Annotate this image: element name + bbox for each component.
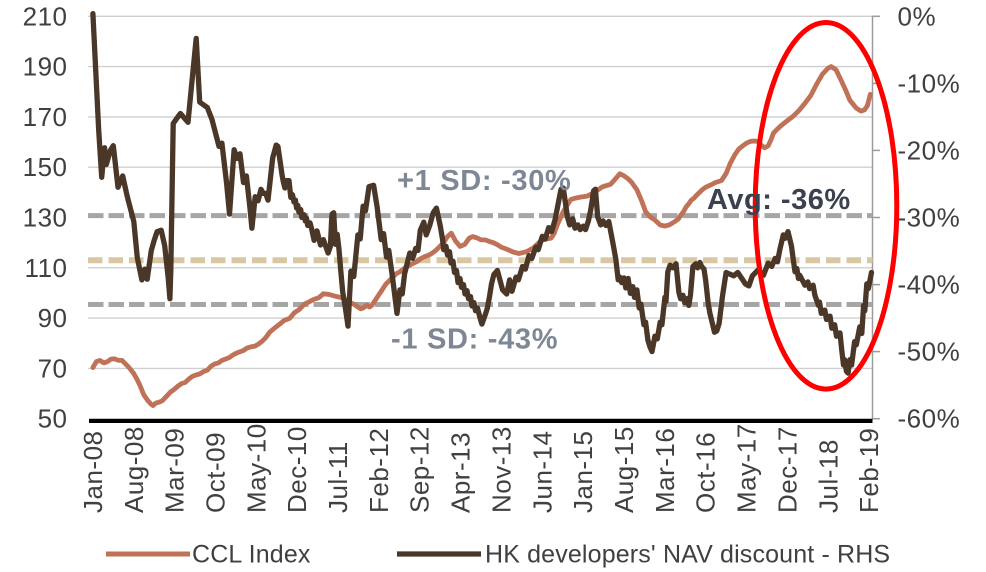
svg-text:Nov-13: Nov-13 — [486, 426, 516, 513]
svg-text:-60%: -60% — [898, 404, 961, 434]
svg-text:Avg: -36%: Avg: -36% — [707, 184, 851, 216]
svg-text:Dec-10: Dec-10 — [282, 426, 312, 513]
svg-text:Apr-13: Apr-13 — [446, 432, 476, 513]
svg-text:May-17: May-17 — [732, 423, 762, 513]
svg-text:-30%: -30% — [898, 203, 961, 233]
svg-text:-20%: -20% — [898, 135, 961, 165]
svg-text:Jan-08: Jan-08 — [78, 431, 108, 514]
svg-text:Oct-16: Oct-16 — [691, 432, 721, 513]
svg-text:210: 210 — [23, 1, 68, 31]
svg-text:Aug-15: Aug-15 — [609, 426, 639, 513]
svg-text:-1 SD: -43%: -1 SD: -43% — [391, 324, 558, 356]
svg-text:Mar-09: Mar-09 — [160, 428, 190, 513]
svg-text:Dec-17: Dec-17 — [772, 426, 802, 513]
svg-text:CCL Index: CCL Index — [192, 541, 311, 569]
svg-text:Aug-08: Aug-08 — [119, 426, 149, 513]
svg-text:Jul-18: Jul-18 — [813, 439, 843, 513]
svg-text:Feb-19: Feb-19 — [854, 428, 884, 513]
svg-text:Jul-11: Jul-11 — [323, 441, 353, 513]
svg-text:Feb-12: Feb-12 — [364, 428, 394, 513]
svg-text:70: 70 — [38, 353, 68, 383]
svg-text:170: 170 — [23, 102, 68, 132]
svg-text:Oct-09: Oct-09 — [201, 432, 231, 513]
svg-text:Mar-16: Mar-16 — [650, 428, 680, 513]
svg-text:May-10: May-10 — [241, 423, 271, 513]
svg-text:190: 190 — [23, 52, 68, 82]
svg-text:Jan-15: Jan-15 — [568, 431, 598, 514]
svg-text:90: 90 — [38, 303, 68, 333]
svg-text:+1 SD: -30%: +1 SD: -30% — [397, 165, 572, 197]
svg-text:Sep-12: Sep-12 — [405, 426, 435, 513]
svg-text:-10%: -10% — [898, 68, 961, 98]
svg-text:110: 110 — [25, 253, 68, 283]
svg-text:150: 150 — [23, 152, 68, 182]
svg-text:-50%: -50% — [898, 337, 961, 367]
svg-text:HK developers' NAV discount -: HK developers' NAV discount - RHS — [485, 541, 890, 569]
svg-text:50: 50 — [38, 404, 68, 434]
svg-text:0%: 0% — [898, 1, 937, 31]
svg-text:130: 130 — [23, 203, 68, 233]
svg-text:Jun-14: Jun-14 — [527, 431, 557, 514]
svg-text:-40%: -40% — [898, 270, 961, 300]
